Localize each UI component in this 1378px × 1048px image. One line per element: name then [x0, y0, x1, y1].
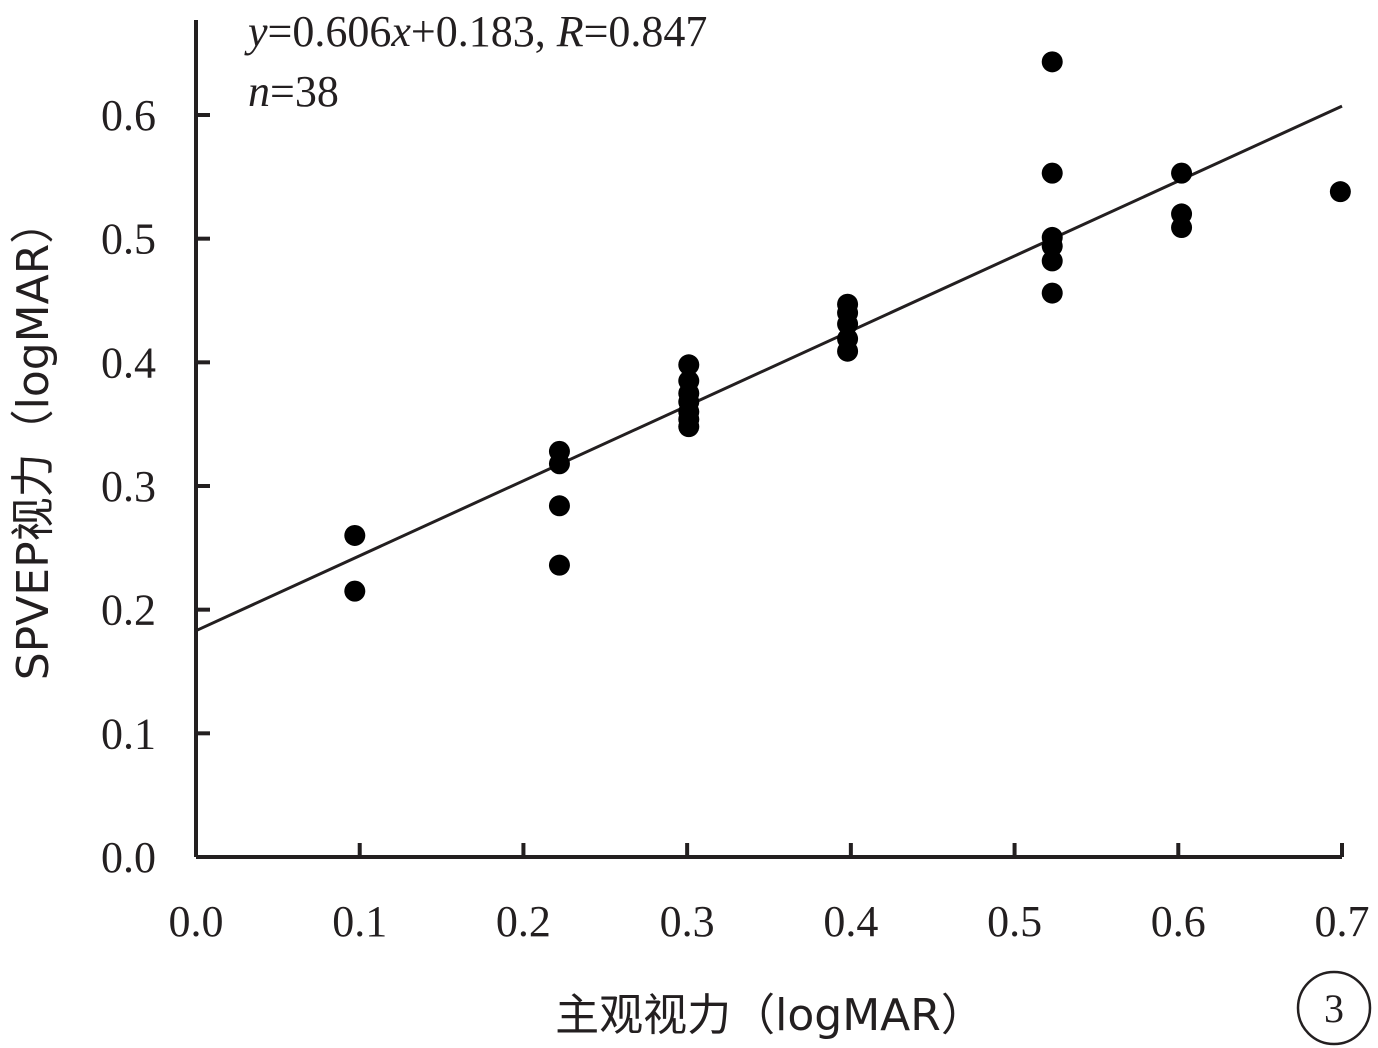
data-point — [344, 524, 366, 546]
y-tick-label: 0.0 — [101, 833, 156, 882]
y-tick-label: 0.6 — [101, 91, 156, 140]
data-point — [548, 453, 570, 475]
data-point — [678, 416, 700, 438]
data-point — [344, 580, 366, 602]
y-tick-label: 0.5 — [101, 215, 156, 264]
equation-y-symbol: y — [244, 7, 268, 56]
data-point — [837, 340, 859, 362]
sample-size-value: =38 — [270, 67, 339, 116]
x-tick-label: 0.5 — [987, 897, 1042, 946]
data-point — [1041, 235, 1063, 257]
panel-label-circle — [1296, 970, 1372, 1046]
equation-r-symbol: R — [556, 7, 584, 56]
y-axis-title: SPVEP视力（logMAR） — [8, 200, 59, 681]
y-ticks: 0.0 0.1 0.2 0.3 0.4 0.5 0.6 — [101, 91, 210, 882]
data-point — [1041, 51, 1063, 73]
y-tick-label: 0.2 — [101, 586, 156, 635]
data-point — [837, 313, 859, 335]
data-point — [1041, 162, 1063, 184]
x-tick-label: 0.6 — [1151, 897, 1206, 946]
x-tick-label: 0.4 — [823, 897, 878, 946]
x-tick-label: 0.2 — [496, 897, 551, 946]
x-tick-label: 0.1 — [332, 897, 387, 946]
panel-label: 3 — [1296, 970, 1372, 1046]
data-point — [1041, 282, 1063, 304]
y-tick-label: 0.1 — [101, 709, 156, 758]
y-tick-label: 0.3 — [101, 462, 156, 511]
data-point — [1171, 217, 1193, 239]
equation-intercept: +0.183, — [411, 7, 557, 56]
data-point — [1041, 250, 1063, 272]
x-ticks: 0.0 0.1 0.2 0.3 0.4 0.5 0.6 0.7 — [169, 843, 1370, 946]
y-tick-label: 0.4 — [101, 338, 156, 387]
x-axis-title: 主观视力（logMAR） — [555, 990, 985, 1041]
equation-slope: =0.606 — [268, 7, 392, 56]
axes — [194, 20, 1342, 859]
data-point — [678, 354, 700, 376]
data-point — [548, 554, 570, 576]
data-point — [1329, 181, 1351, 203]
sample-size: n=38 — [248, 67, 339, 116]
regression-equation: y=0.606x+0.183, R=0.847 — [244, 7, 707, 56]
data-point — [1171, 162, 1193, 184]
sample-size-n-symbol: n — [248, 67, 270, 116]
panel-label-text: 3 — [1324, 986, 1344, 1031]
regression-line — [195, 104, 1343, 633]
equation-x-symbol: x — [390, 7, 411, 56]
data-point — [548, 495, 570, 517]
fit-line-group — [195, 104, 1343, 633]
x-tick-label: 0.0 — [169, 897, 224, 946]
x-tick-label: 0.7 — [1315, 897, 1370, 946]
equation-r-value: =0.847 — [584, 7, 708, 56]
data-points — [344, 51, 1351, 602]
x-tick-label: 0.3 — [660, 897, 715, 946]
